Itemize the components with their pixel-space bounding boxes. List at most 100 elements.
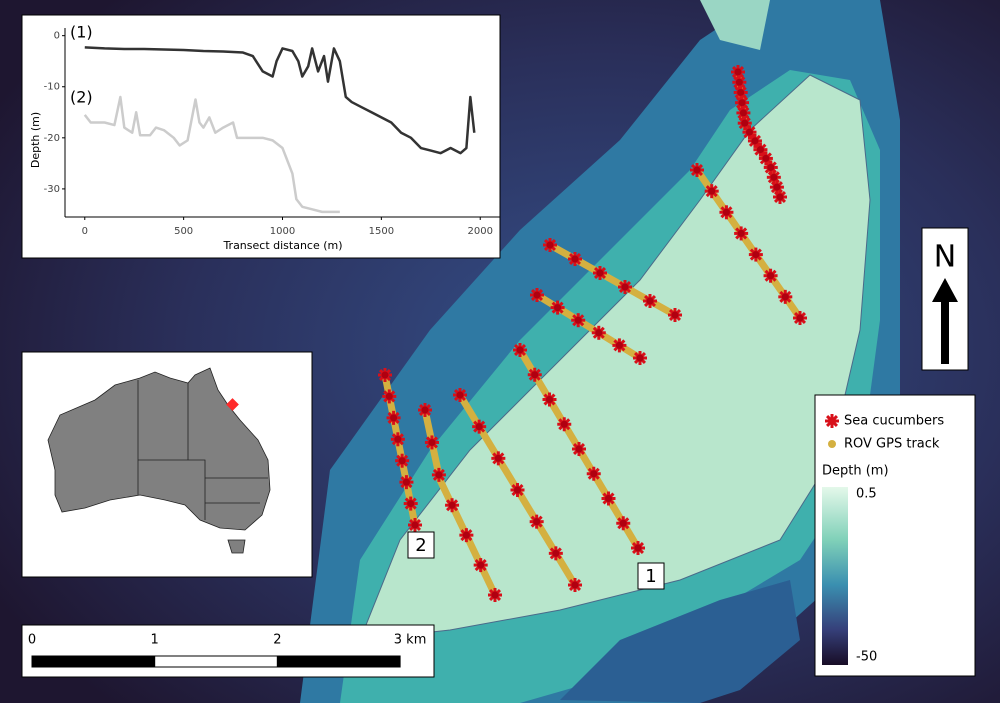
sea-cucumber [529,514,544,529]
y-tick-label: 0 [54,31,60,42]
sea-cucumber [586,466,601,481]
sea-cucumber-core [514,486,521,494]
sea-cucumber-core [770,173,778,181]
scale-segment [154,655,278,668]
scale-segment [31,655,156,668]
sea-cucumber-core [533,518,541,526]
sea-cucumber-core [394,435,402,443]
sea-cucumber-core [735,78,743,86]
reef-channel [560,580,800,703]
scale-label: 0 [28,633,36,648]
sea-cucumber-core [385,392,393,400]
sea-cucumber [431,467,446,482]
legend-label: Sea cucumbers [844,414,944,429]
sea-cucumber [418,403,432,417]
inset-chart-frame [21,14,501,259]
colorbar-tick-label: 0.5 [856,487,877,502]
legend-swatch [828,440,836,448]
sea-cucumber-core [546,241,554,249]
sea-cucumber [731,65,745,79]
x-tick-label: 2000 [468,226,493,237]
sea-cucumber-core [739,109,747,117]
sea-cucumber [513,343,527,357]
sea-cucumber [633,351,647,365]
sea-cucumber-core [781,293,789,301]
sea-cucumber [403,496,418,511]
y-axis-title: Depth (m) [29,112,42,168]
sea-cucumber-core [456,391,464,399]
sea-cucumber-core [737,229,745,237]
sea-cucumber-core [745,128,753,136]
sea-cucumber-core [571,581,579,589]
sea-cucumber [612,338,627,353]
sea-cucumber [719,205,734,220]
sea-cucumber [616,516,631,531]
sea-cucumber [568,252,582,266]
reef-islet [700,0,770,50]
sea-cucumber [733,85,748,100]
sea-cucumber [769,180,784,195]
sea-cucumber-core [615,341,623,349]
north-arrow [932,278,958,364]
y-tick-label: -10 [44,82,60,93]
sea-cucumber-core [435,471,443,479]
sea-cucumber-core [407,500,415,508]
sea-cucumber [472,419,487,434]
sea-cucumber-core [428,438,436,446]
colorbar-title: Depth (m) [822,464,889,479]
sea-cucumber-core [574,316,582,324]
sea-cucumber [748,247,763,262]
legend-swatch [825,414,839,428]
australia-map [47,367,271,554]
sea-cucumber-core [776,193,784,201]
sea-cucumber [773,190,787,204]
sea-cucumber-core [751,137,759,145]
x-axis-title: Transect distance (m) [222,239,342,252]
sea-cucumber [390,432,405,447]
sea-cucumber-core [708,187,716,195]
legend: Sea cucumbers ROV GPS track Depth (m) 0.… [822,414,944,665]
sea-cucumber [601,491,616,506]
sea-cucumber [763,268,778,283]
sea-cucumber [488,588,502,602]
sea-cucumber-core [411,521,419,529]
sea-cucumber [459,528,474,543]
sea-cucumber [734,226,749,241]
sea-cucumber-core [575,445,583,453]
sea-cucumber-core [636,354,644,362]
y-tick-label: -30 [44,184,60,195]
sea-cucumber [591,325,606,340]
sea-cucumber-core [546,396,553,403]
sea-cucumber [793,311,807,325]
sea-cucumber-core [722,208,730,216]
colorbar [822,487,848,665]
sea-cucumber-core [554,304,562,312]
sea-cucumber-core [531,371,539,379]
sea-cucumber [542,392,557,407]
y-tick-label: -20 [44,133,60,144]
sea-cucumber-core [571,255,579,263]
sea-cucumber [491,451,506,466]
transect-label-2: 2 [407,531,435,559]
sea-cucumber-core [590,470,598,478]
sea-cucumber [618,280,632,294]
sea-cucumber [386,410,401,425]
reef-lagoon [359,74,871,641]
scale-segment [276,655,401,668]
sea-cucumber [572,442,586,456]
depth-profile [84,46,476,155]
sea-cucumber-core [693,166,701,174]
x-tick-label: 1000 [270,226,295,237]
scale-label: 1 [151,633,159,648]
colorbar-tick-label: -50 [856,650,877,665]
sea-cucumber-core [767,163,775,171]
sea-cucumber [424,435,439,450]
sea-cucumber [568,578,582,592]
sea-cucumber [473,558,488,573]
sea-cucumber [668,308,682,322]
sea-cucumber-core [381,371,389,379]
sea-cucumber [643,294,657,308]
sea-cucumber [408,518,422,532]
legend-label: ROV GPS track [844,437,940,452]
sea-cucumber-core [595,329,603,337]
